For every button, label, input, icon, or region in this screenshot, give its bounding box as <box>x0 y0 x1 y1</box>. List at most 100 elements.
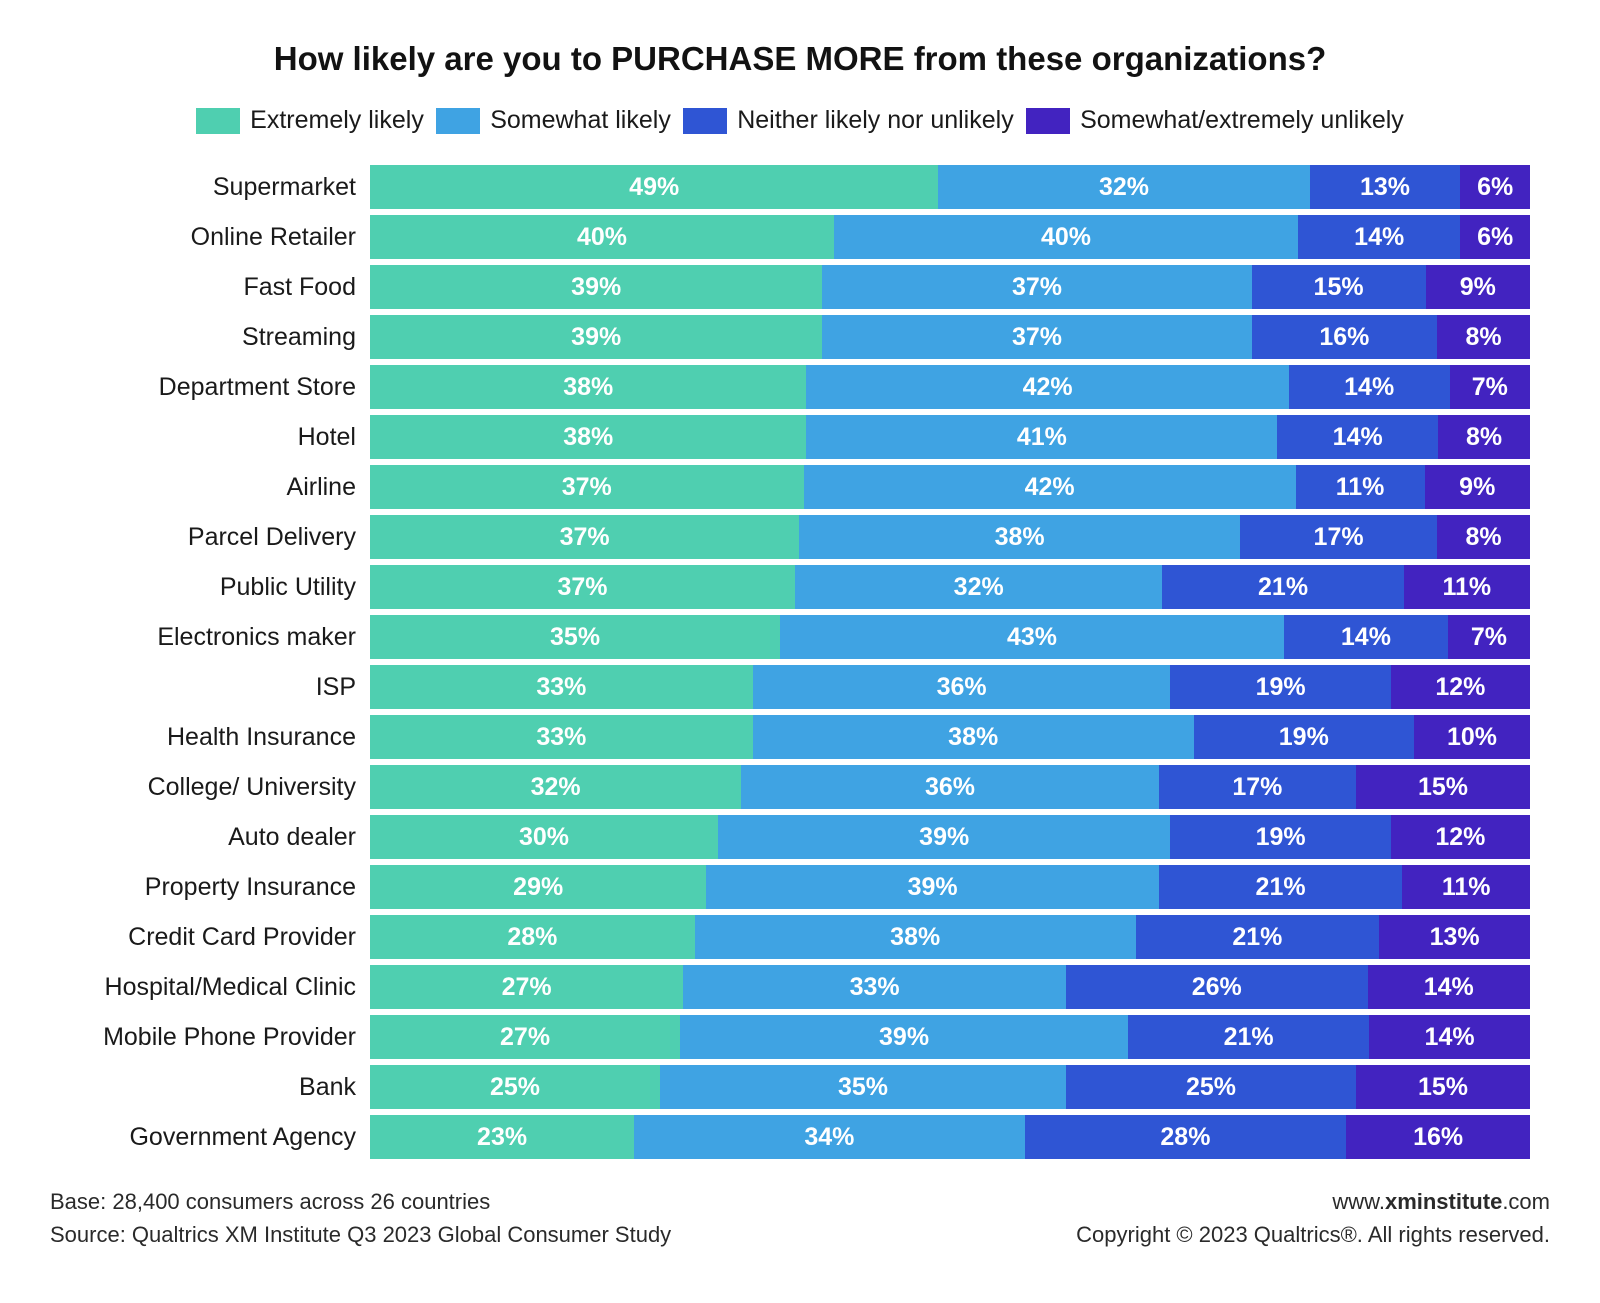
bar-segment: 15% <box>1252 265 1426 309</box>
row-label: Airline <box>50 465 370 509</box>
chart-footer: Base: 28,400 consumers across 26 countri… <box>50 1185 1550 1251</box>
bar-segment: 15% <box>1356 765 1530 809</box>
bar-segment: 25% <box>370 1065 660 1109</box>
bar-segment: 21% <box>1136 915 1380 959</box>
bar-row: Hotel38%41%14%8% <box>50 415 1550 459</box>
bar-segment: 10% <box>1414 715 1530 759</box>
bar-segment: 19% <box>1170 815 1390 859</box>
bar-segment: 16% <box>1346 1115 1530 1159</box>
bar-segment: 37% <box>370 465 804 509</box>
row-label: Health Insurance <box>50 715 370 759</box>
row-bar: 32%36%17%15% <box>370 765 1530 809</box>
bar-row: ISP33%36%19%12% <box>50 665 1550 709</box>
bar-segment: 32% <box>938 165 1309 209</box>
legend-swatch <box>1026 108 1070 134</box>
bar-segment: 7% <box>1448 615 1530 659</box>
row-bar: 33%36%19%12% <box>370 665 1530 709</box>
bar-segment: 38% <box>695 915 1136 959</box>
row-bar: 29%39%21%11% <box>370 865 1530 909</box>
legend-label: Somewhat/extremely unlikely <box>1080 106 1404 135</box>
bar-segment: 21% <box>1162 565 1403 609</box>
bar-segment: 40% <box>370 215 834 259</box>
bar-segment: 38% <box>753 715 1194 759</box>
row-label: Online Retailer <box>50 215 370 259</box>
row-label: Electronics maker <box>50 615 370 659</box>
bar-segment: 38% <box>370 365 806 409</box>
bar-segment: 13% <box>1379 915 1530 959</box>
bar-segment: 8% <box>1437 315 1530 359</box>
bar-segment: 29% <box>370 865 706 909</box>
row-label: Hospital/Medical Clinic <box>50 965 370 1009</box>
bar-rows: Supermarket49%32%13%6% Online Retailer40%… <box>50 165 1550 1159</box>
row-label: Department Store <box>50 365 370 409</box>
bar-row: Fast Food39%37%15%9% <box>50 265 1550 309</box>
bar-segment: 38% <box>799 515 1240 559</box>
bar-segment: 36% <box>753 665 1171 709</box>
bar-row: Property Insurance29%39%21%11% <box>50 865 1550 909</box>
bar-row: Streaming39%37%16%8% <box>50 315 1550 359</box>
row-label: Hotel <box>50 415 370 459</box>
row-label: Public Utility <box>50 565 370 609</box>
bar-segment: 43% <box>780 615 1284 659</box>
bar-segment: 42% <box>806 365 1288 409</box>
bar-segment: 12% <box>1391 665 1530 709</box>
bar-segment: 41% <box>806 415 1277 459</box>
row-label: Streaming <box>50 315 370 359</box>
footer-source-text: Source: Qualtrics XM Institute Q3 2023 G… <box>50 1218 671 1251</box>
bar-segment: 14% <box>1284 615 1448 659</box>
row-label: Parcel Delivery <box>50 515 370 559</box>
bar-segment: 15% <box>1356 1065 1530 1109</box>
bar-segment: 9% <box>1426 265 1530 309</box>
footer-left: Base: 28,400 consumers across 26 countri… <box>50 1185 671 1251</box>
bar-segment: 12% <box>1391 815 1530 859</box>
bar-segment: 32% <box>795 565 1163 609</box>
chart-container: How likely are you to PURCHASE MORE from… <box>0 0 1600 1281</box>
bar-row: Public Utility37%32%21%11% <box>50 565 1550 609</box>
bar-segment: 33% <box>370 665 753 709</box>
bar-segment: 39% <box>718 815 1170 859</box>
bar-segment: 33% <box>683 965 1066 1009</box>
bar-segment: 32% <box>370 765 741 809</box>
bar-segment: 37% <box>822 315 1251 359</box>
bar-segment: 27% <box>370 965 683 1009</box>
bar-row: Bank25%35%25%15% <box>50 1065 1550 1109</box>
bar-segment: 28% <box>370 915 695 959</box>
row-bar: 37%32%21%11% <box>370 565 1530 609</box>
bar-segment: 33% <box>370 715 753 759</box>
legend-item: Neither likely nor unlikely <box>683 106 1014 135</box>
bar-segment: 37% <box>370 565 795 609</box>
footer-right: www.xminstitute.com Copyright © 2023 Qua… <box>1076 1185 1550 1251</box>
bar-segment: 7% <box>1450 365 1530 409</box>
bar-segment: 8% <box>1437 515 1530 559</box>
bar-segment: 21% <box>1159 865 1403 909</box>
bar-row: Department Store38%42%14%7% <box>50 365 1550 409</box>
bar-row: Health Insurance33%38%19%10% <box>50 715 1550 759</box>
bar-segment: 19% <box>1170 665 1390 709</box>
bar-segment: 37% <box>822 265 1251 309</box>
bar-segment: 35% <box>660 1065 1066 1109</box>
footer-site: www.xminstitute.com <box>1076 1185 1550 1218</box>
bar-segment: 13% <box>1310 165 1461 209</box>
bar-segment: 42% <box>804 465 1296 509</box>
bar-row: Airline37%42%11%9% <box>50 465 1550 509</box>
bar-row: Online Retailer40%40%14%6% <box>50 215 1550 259</box>
row-label: ISP <box>50 665 370 709</box>
bar-segment: 8% <box>1438 415 1530 459</box>
row-bar: 30%39%19%12% <box>370 815 1530 859</box>
bar-segment: 25% <box>1066 1065 1356 1109</box>
legend-swatch <box>436 108 480 134</box>
bar-segment: 11% <box>1402 865 1530 909</box>
bar-segment: 11% <box>1296 465 1425 509</box>
row-label: Supermarket <box>50 165 370 209</box>
bar-segment: 27% <box>370 1015 680 1059</box>
row-bar: 37%38%17%8% <box>370 515 1530 559</box>
bar-row: College/ University32%36%17%15% <box>50 765 1550 809</box>
bar-segment: 49% <box>370 165 938 209</box>
bar-row: Government Agency23%34%28%16% <box>50 1115 1550 1159</box>
footer-site-prefix: www. <box>1332 1189 1385 1214</box>
row-bar: 38%42%14%7% <box>370 365 1530 409</box>
legend-swatch <box>196 108 240 134</box>
chart-title: How likely are you to PURCHASE MORE from… <box>50 40 1550 78</box>
bar-segment: 17% <box>1240 515 1437 559</box>
bar-row: Supermarket49%32%13%6% <box>50 165 1550 209</box>
